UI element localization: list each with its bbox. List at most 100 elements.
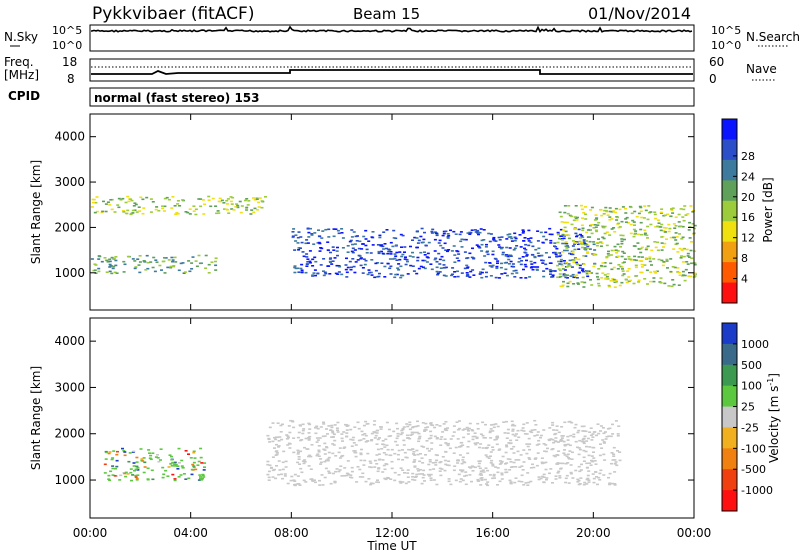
range-gate-cell (549, 468, 553, 470)
range-gate-cell (411, 476, 415, 478)
range-gate-cell (583, 248, 587, 250)
range-gate-cell (196, 464, 200, 466)
range-gate-cell (676, 271, 680, 273)
range-gate-cell (491, 463, 495, 466)
range-gate-cell (434, 454, 438, 456)
range-gate-cell (104, 203, 108, 205)
range-gate-cell (561, 268, 565, 270)
range-gate-cell (612, 280, 616, 282)
range-gate-cell (252, 211, 256, 214)
range-gate-cell (675, 242, 679, 245)
range-gate-cell (97, 270, 101, 273)
velocity-ylabel: Slant Range [km] (29, 366, 43, 470)
range-gate-cell (142, 207, 146, 209)
range-gate-cell (447, 234, 451, 237)
range-gate-cell (147, 449, 151, 451)
range-gate-cell (495, 265, 499, 268)
range-gate-cell (373, 276, 377, 279)
range-gate-cell (377, 468, 381, 470)
range-gate-cell (535, 444, 539, 446)
range-gate-cell (122, 210, 126, 213)
range-gate-cell (557, 450, 561, 452)
velocity-colorbar-label: Velocity [m s-1] (766, 373, 781, 463)
range-gate-cell (677, 213, 681, 216)
range-gate-cell (281, 477, 284, 480)
cpid-frame (89, 87, 695, 107)
range-gate-cell (313, 269, 317, 271)
range-gate-cell (378, 437, 381, 439)
range-gate-cell (480, 250, 484, 252)
range-gate-cell (552, 441, 556, 444)
range-gate-cell (542, 476, 546, 478)
range-gate-cell (542, 275, 546, 278)
range-gate-cell (632, 282, 636, 285)
colorbar-segment (722, 406, 737, 428)
range-gate-cell (582, 460, 586, 462)
range-gate-cell (126, 255, 130, 258)
range-gate-cell (307, 432, 311, 434)
range-gate-cell (586, 477, 590, 480)
range-gate-cell (599, 425, 603, 427)
range-gate-cell (313, 479, 316, 481)
range-gate-cell (169, 463, 173, 465)
range-gate-cell (485, 483, 488, 485)
range-gate-cell (333, 257, 337, 259)
range-gate-cell (477, 233, 480, 236)
range-gate-cell (421, 259, 425, 262)
range-gate-cell (600, 277, 604, 279)
range-gate-cell (264, 196, 267, 198)
range-gate-cell (439, 438, 443, 440)
range-gate-cell (357, 254, 361, 257)
range-gate-cell (690, 257, 694, 259)
range-gate-cell (605, 231, 609, 233)
range-gate-cell (401, 253, 405, 256)
range-gate-cell (389, 265, 393, 268)
range-gate-cell (563, 211, 567, 214)
range-gate-cell (580, 241, 584, 244)
range-gate-cell (648, 260, 652, 263)
range-gate-cell (300, 269, 304, 272)
range-gate-cell (476, 442, 479, 444)
range-gate-cell (463, 461, 467, 464)
range-gate-cell (549, 273, 552, 275)
range-gate-cell (494, 276, 498, 279)
range-gate-cell (255, 198, 259, 200)
range-gate-cell (380, 262, 384, 264)
range-gate-cell (214, 269, 218, 271)
range-gate-cell (202, 213, 206, 215)
range-gate-cell (541, 241, 545, 244)
range-gate-cell (315, 437, 319, 439)
range-gate-cell (646, 283, 649, 285)
range-gate-cell (567, 237, 571, 240)
range-gate-cell (366, 422, 370, 425)
range-gate-cell (344, 264, 348, 266)
range-gate-cell (358, 240, 362, 243)
range-gate-cell (435, 437, 439, 439)
range-gate-cell (566, 282, 570, 285)
range-gate-cell (530, 429, 534, 431)
colorbar-tick-label: 28 (741, 150, 755, 163)
range-gate-cell (488, 430, 492, 432)
range-gate-cell (352, 265, 356, 268)
range-gate-cell (511, 423, 515, 426)
range-gate-cell (425, 440, 429, 442)
range-gate-cell (581, 246, 584, 249)
nave-tick-bottom: 0 (709, 72, 717, 86)
range-gate-cell (359, 459, 363, 462)
range-gate-cell (557, 268, 561, 270)
range-gate-cell (301, 429, 305, 432)
range-gate-cell (549, 269, 553, 272)
range-gate-cell (613, 463, 617, 465)
range-gate-cell (560, 437, 564, 439)
range-gate-cell (94, 201, 98, 204)
range-gate-cell (613, 483, 617, 485)
range-gate-cell (319, 458, 323, 460)
range-gate-cell (187, 260, 191, 262)
range-gate-cell (467, 430, 470, 432)
range-gate-cell (345, 435, 349, 438)
range-gate-cell (468, 276, 472, 278)
range-gate-cell (559, 468, 563, 470)
range-gate-cell (351, 436, 355, 439)
range-gate-cell (456, 462, 460, 464)
range-gate-cell (597, 282, 601, 285)
